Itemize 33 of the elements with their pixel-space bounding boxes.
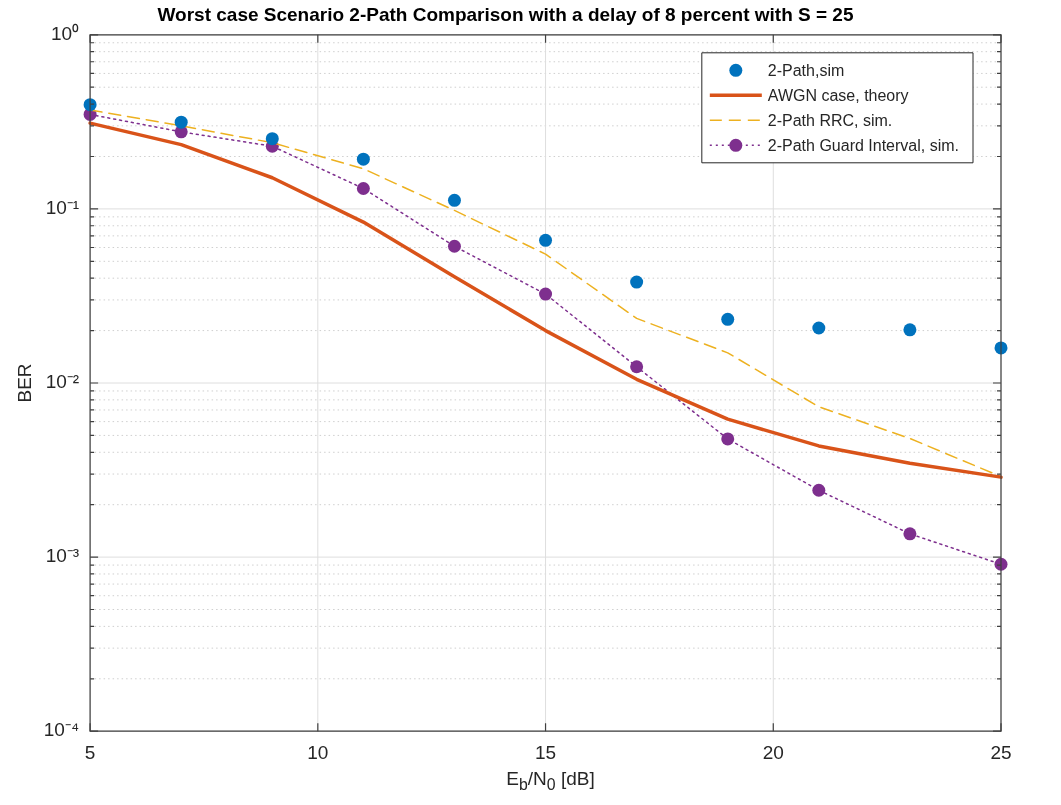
y-tick-label: 10⁰ [50,23,80,45]
y-tick-label: 10⁻² [45,371,80,393]
point [447,239,461,253]
point [447,193,461,207]
x-tick-label: 10 [307,741,329,763]
chart-title: Worst case Scenario 2-Path Comparison with a delay of 8 percent with S = 25 [157,3,854,25]
point [812,321,826,335]
legend-label: 2-Path RRC, sim. [767,111,893,129]
point [356,152,370,166]
point [721,312,735,326]
point [265,132,279,146]
point [174,115,188,129]
point [903,527,917,541]
legend-label: 2-Path Guard Interval, sim. [767,136,959,154]
point [630,360,644,374]
point [539,287,553,301]
point [903,323,917,337]
y-axis-title: BER [13,363,35,403]
y-tick-label: 10⁻¹ [45,197,80,219]
point [539,233,553,247]
x-tick-label: 5 [84,741,96,763]
legend-label: AWGN case, theory [767,86,909,104]
y-tick-label: 10⁻⁴ [43,719,80,741]
x-tick-label: 25 [990,741,1012,763]
x-tick-label: 20 [762,741,784,763]
y-tick-label: 10⁻³ [45,545,80,567]
point [630,275,644,289]
x-tick-label: 15 [534,741,557,763]
point [721,432,735,446]
legend-label: 2-Path,sim [767,61,845,79]
point [356,181,370,195]
point [812,483,826,497]
x-axis-title: E$_{b}$/N$_{0}$ [dB] [505,768,596,794]
